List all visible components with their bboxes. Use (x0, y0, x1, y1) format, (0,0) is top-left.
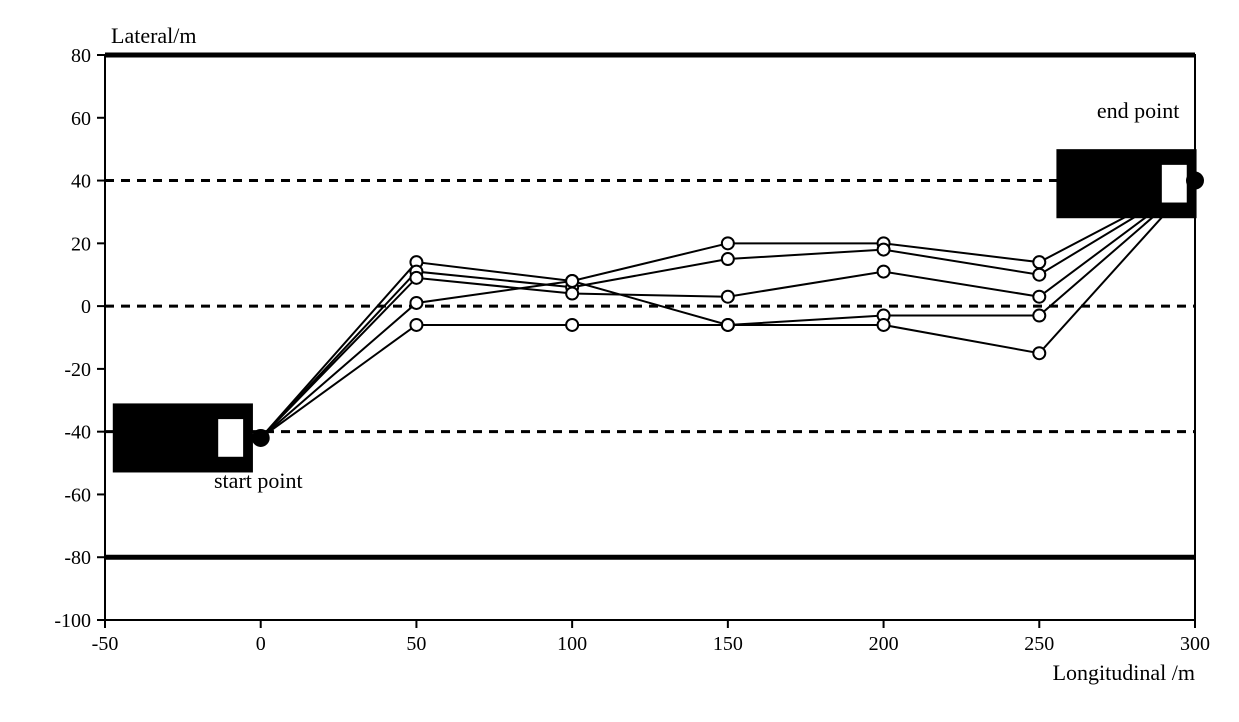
x-tick-label: 300 (1180, 633, 1210, 655)
path-marker (410, 319, 422, 331)
start-point-label: start point (214, 468, 303, 493)
path-marker (722, 291, 734, 303)
x-tick-label: 150 (713, 633, 743, 655)
x-tick-label: 200 (869, 633, 899, 655)
path-marker (878, 244, 890, 256)
end-vehicle (1056, 149, 1196, 218)
path-marker (410, 272, 422, 284)
y-tick-label: 0 (81, 296, 91, 318)
end-dot (1186, 172, 1204, 190)
path-marker (1033, 256, 1045, 268)
x-tick-label: 0 (256, 633, 266, 655)
path-marker (878, 266, 890, 278)
path-marker (410, 297, 422, 309)
path-marker (566, 275, 578, 287)
path-marker (566, 288, 578, 300)
x-axis-title: Longitudinal /m (1053, 660, 1195, 685)
x-tick-label: -50 (92, 633, 119, 655)
path-marker (566, 319, 578, 331)
x-tick-label: 250 (1024, 633, 1054, 655)
y-tick-label: -40 (64, 422, 91, 444)
y-tick-label: -100 (54, 610, 91, 632)
path-marker (1033, 269, 1045, 281)
vehicle-cab (1162, 165, 1187, 203)
vehicle-cab (218, 419, 243, 457)
chart-container: -50 0 50 100 150 200 250 300 -100 -80 -60 -40 -20 0 20… (20, 20, 1220, 700)
y-tick-label: -20 (64, 359, 91, 381)
start-vehicle (113, 403, 253, 472)
path-marker (722, 237, 734, 249)
y-tick-label: -60 (64, 484, 91, 506)
path-marker (1033, 347, 1045, 359)
path-marker (722, 319, 734, 331)
path-marker (722, 253, 734, 265)
y-tick-label: 80 (71, 45, 91, 67)
x-tick-label: 50 (406, 633, 426, 655)
end-point-label: end point (1097, 98, 1180, 123)
path-marker (1033, 310, 1045, 322)
path-marker (1033, 291, 1045, 303)
y-axis-title: Lateral/m (111, 23, 197, 48)
x-tick-label: 100 (557, 633, 587, 655)
start-dot (252, 429, 270, 447)
path-chart-svg: -50 0 50 100 150 200 250 300 -100 -80 -60 -40 -20 0 20… (20, 20, 1220, 700)
y-tick-label: 60 (71, 108, 91, 130)
y-tick-label: 40 (71, 171, 91, 193)
y-tick-label: 20 (71, 233, 91, 255)
path-marker (878, 319, 890, 331)
y-tick-label: -80 (64, 547, 91, 569)
